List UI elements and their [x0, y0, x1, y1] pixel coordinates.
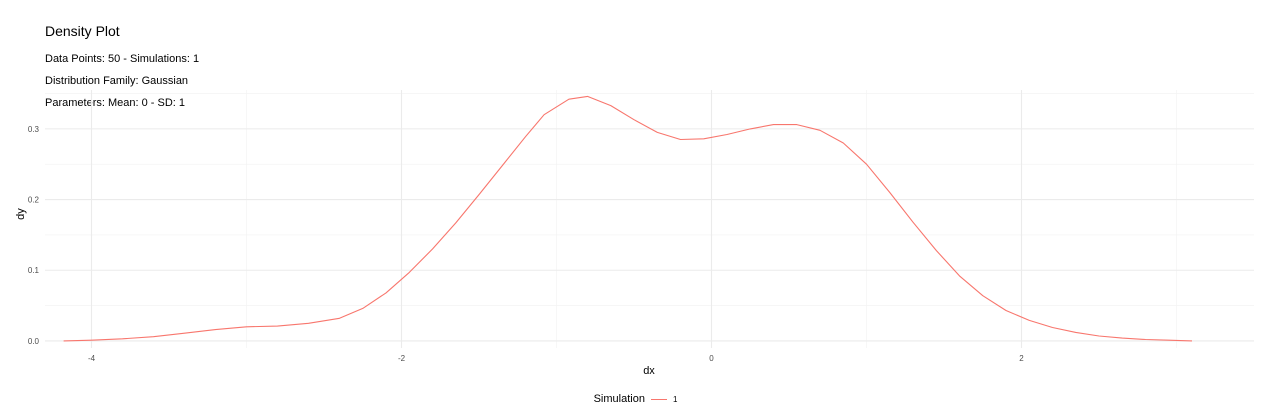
y-axis-title: dy [15, 208, 27, 220]
y-tick-label: 0.3 [28, 125, 40, 134]
x-axis-title: dx [643, 365, 655, 377]
subtitle-line: Data Points: 50 - Simulations: 1 [45, 53, 200, 65]
chart-subtitle: Data Points: 50 - Simulations: 1 Distrib… [45, 43, 199, 120]
title-block: Density Plot Data Points: 50 - Simulatio… [45, 22, 199, 120]
x-tick-label: 2 [1019, 354, 1024, 363]
legend-title: Simulation [593, 393, 645, 405]
x-tick-label: -2 [398, 354, 406, 363]
y-tick-label: 0.0 [28, 337, 40, 346]
series-layer [63, 95, 1193, 342]
chart-title: Density Plot [45, 23, 120, 39]
legend: Simulation 1 [0, 393, 1271, 405]
legend-key-line [650, 398, 667, 400]
subtitle-line: Distribution Family: Gaussian [45, 75, 189, 87]
legend-entry-label: 1 [672, 394, 678, 404]
y-tick-label: 0.1 [28, 266, 40, 275]
x-tick-labels: -4 -2 0 2 [88, 354, 1024, 363]
y-tick-label: 0.2 [28, 196, 40, 205]
y-tick-labels: 0.0 0.1 0.2 0.3 [28, 125, 40, 346]
x-tick-label: 0 [709, 354, 714, 363]
grid-major [45, 90, 1254, 348]
subtitle-line: Parameters: Mean: 0 - SD: 1 [45, 97, 185, 109]
series-line [63, 95, 1193, 342]
x-tick-label: -4 [88, 354, 96, 363]
grid-minor [45, 90, 1254, 348]
